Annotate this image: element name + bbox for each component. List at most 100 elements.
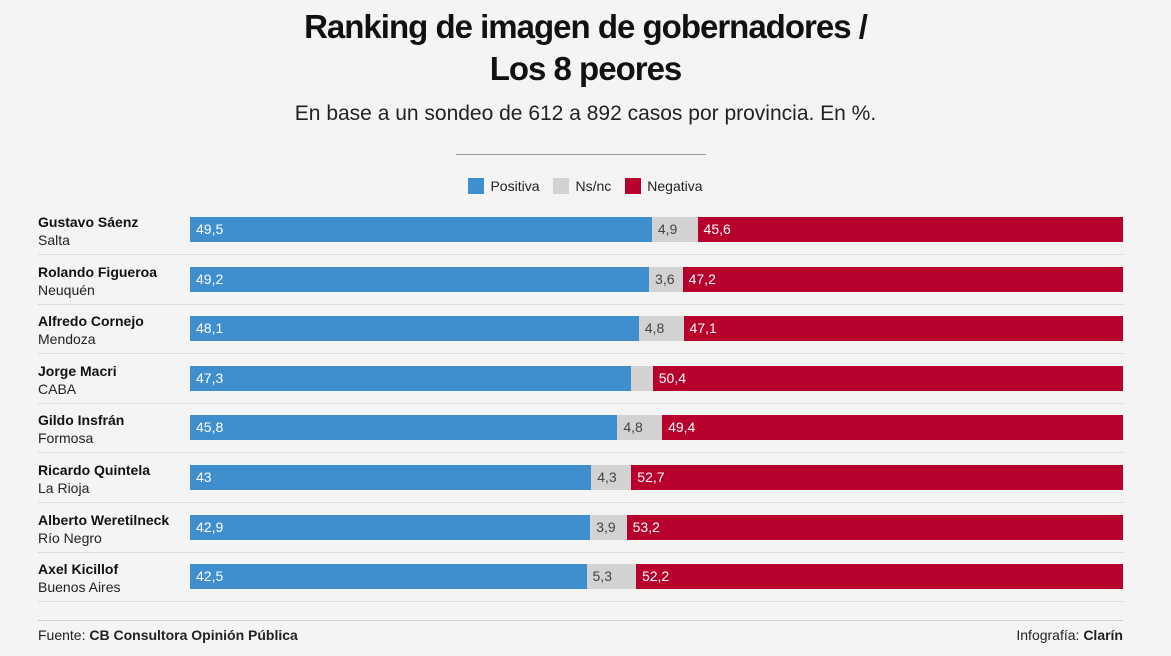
governor-name: Ricardo Quintela bbox=[38, 462, 151, 478]
data-label-nsnc: 4,9 bbox=[657, 221, 678, 237]
legend-swatch-nsnc bbox=[553, 178, 570, 194]
title-line-2: Los 8 peores bbox=[489, 50, 683, 87]
legend-item-nsnc: Ns/nc bbox=[553, 178, 611, 194]
data-label-nsnc: 5,3 bbox=[592, 568, 612, 585]
bar-track: 42,5 5,3 52,2 bbox=[190, 564, 1123, 590]
data-label-negativa: 50,4 bbox=[658, 369, 687, 386]
bar-segment-positiva bbox=[190, 217, 652, 242]
bar-track: 48,1 4,8 47,1 bbox=[190, 316, 1123, 342]
footer-divider bbox=[38, 620, 1123, 621]
data-label-positiva: 47,3 bbox=[196, 369, 224, 386]
data-label-negativa: 52,7 bbox=[637, 469, 665, 485]
bar-segment-positiva bbox=[190, 465, 592, 490]
bar-segment-positiva bbox=[190, 365, 632, 391]
data-label-negativa: 53,2 bbox=[632, 518, 660, 535]
chart-row: Alfredo Cornejo Mendoza 48,1 4,8 47,1 bbox=[38, 304, 1123, 355]
data-label-negativa: 49,4 bbox=[668, 419, 696, 436]
bar-segment-nsnc bbox=[617, 415, 663, 441]
bar-segment-nsnc bbox=[649, 266, 683, 292]
governor-name: Gildo Insfrán bbox=[38, 412, 125, 429]
legend-swatch-positiva bbox=[468, 178, 485, 194]
data-label-positiva: 49,2 bbox=[196, 270, 224, 287]
bar-segment-negativa bbox=[652, 365, 1123, 391]
chart-row: Gildo Insfrán Formosa 45,8 4,8 49,4 bbox=[38, 403, 1123, 454]
footer-credit: Infografía: Clarín bbox=[1016, 627, 1123, 643]
chart-row: Ricardo Quintela La Rioja 43 4,3 52,7 bbox=[38, 453, 1123, 503]
bar-segment-negativa bbox=[635, 564, 1123, 590]
governor-name: Alberto Weretilneck bbox=[38, 511, 170, 528]
data-label-positiva: 42,5 bbox=[196, 568, 224, 585]
legend-swatch-negativa bbox=[625, 178, 642, 194]
credit-name: Clarín bbox=[1083, 627, 1123, 643]
source-prefix: Fuente: bbox=[38, 627, 86, 643]
bar-track: 45,8 4,8 49,4 bbox=[190, 415, 1123, 441]
chart-row: Gustavo Sáenz Salta 49,5 4,9 45,6 bbox=[38, 205, 1123, 255]
bar-segment-nsnc bbox=[638, 316, 684, 342]
data-label-nsnc: 3,9 bbox=[596, 518, 616, 535]
bar-track: 43 4,3 52,7 bbox=[190, 465, 1123, 490]
province-name: Buenos Aires bbox=[38, 579, 121, 596]
province-name: Río Negro bbox=[38, 529, 102, 546]
legend-label-negativa: Negativa bbox=[647, 178, 703, 194]
bar-segment-nsnc bbox=[651, 217, 698, 242]
data-label-negativa: 47,2 bbox=[688, 270, 716, 287]
governor-name: Gustavo Sáenz bbox=[38, 214, 139, 230]
province-name: Neuquén bbox=[38, 281, 95, 298]
data-label-nsnc: 4,8 bbox=[644, 320, 665, 337]
data-label-nsnc: 4,3 bbox=[597, 469, 617, 485]
source-name: CB Consultora Opinión Pública bbox=[89, 627, 298, 643]
chart-row: Alberto Weretilneck Río Negro 42,9 3,9 53,2 bbox=[38, 503, 1123, 553]
governor-name: Jorge Macri bbox=[38, 362, 117, 379]
bar-segment-negativa bbox=[683, 316, 1123, 342]
bar-segment-nsnc bbox=[591, 465, 632, 490]
governor-name: Alfredo Cornejo bbox=[38, 313, 144, 330]
bar-segment-nsnc bbox=[586, 564, 636, 590]
legend: Positiva Ns/nc Negativa bbox=[0, 178, 1171, 194]
footer-source: Fuente: CB Consultora Opinión Pública bbox=[38, 627, 298, 643]
province-name: CABA bbox=[38, 380, 77, 397]
bar-segment-negativa bbox=[682, 266, 1123, 292]
data-label-negativa: 45,6 bbox=[703, 221, 731, 237]
province-name: Formosa bbox=[38, 430, 94, 447]
bar-segment-positiva bbox=[190, 415, 618, 441]
bar-track: 42,9 3,9 53,2 bbox=[190, 514, 1123, 540]
credit-prefix: Infografía: bbox=[1016, 627, 1080, 643]
data-label-positiva: 48,1 bbox=[196, 320, 224, 337]
governor-name: Rolando Figueroa bbox=[38, 263, 157, 280]
bar-segment-negativa bbox=[626, 514, 1123, 540]
title-divider bbox=[456, 154, 706, 155]
bar-segment-negativa bbox=[631, 465, 1123, 490]
legend-item-negativa: Negativa bbox=[625, 178, 703, 194]
bar-segment-negativa bbox=[662, 415, 1123, 441]
data-label-positiva: 42,9 bbox=[196, 518, 224, 535]
legend-item-positiva: Positiva bbox=[468, 178, 539, 194]
data-label-positiva: 45,8 bbox=[196, 419, 224, 436]
bar-segment-positiva bbox=[190, 514, 591, 540]
data-label-nsnc: 3,6 bbox=[655, 270, 675, 287]
bar-segment-negativa bbox=[697, 217, 1123, 242]
chart-row: Jorge Macri CABA 47,3 50,4 bbox=[38, 354, 1123, 404]
data-label-negativa: 47,1 bbox=[689, 320, 717, 337]
province-name: Salta bbox=[38, 232, 70, 248]
province-name: Mendoza bbox=[38, 331, 96, 348]
bar-segment-nsnc bbox=[631, 365, 653, 391]
bar-segment-positiva bbox=[190, 316, 639, 342]
bar-segment-positiva bbox=[190, 266, 650, 292]
legend-label-positiva: Positiva bbox=[490, 178, 540, 194]
chart-row: Rolando Figueroa Neuquén 49,2 3,6 47,2 bbox=[38, 255, 1123, 305]
bar-track: 47,3 50,4 bbox=[190, 365, 1123, 391]
data-label-negativa: 52,2 bbox=[641, 568, 670, 585]
bar-track: 49,5 4,9 45,6 bbox=[190, 217, 1123, 242]
governor-name: Axel Kicillof bbox=[38, 561, 119, 578]
data-label-nsnc: 4,8 bbox=[623, 419, 643, 436]
data-label-positiva: 49,5 bbox=[196, 221, 224, 237]
bar-track: 49,2 3,6 47,2 bbox=[190, 266, 1123, 292]
chart-row: Axel Kicillof Buenos Aires 42,5 5,3 52,2 bbox=[38, 552, 1123, 603]
bar-segment-nsnc bbox=[590, 514, 627, 540]
province-name: La Rioja bbox=[38, 480, 90, 496]
chart-subtitle: En base a un sondeo de 612 a 892 casos p… bbox=[294, 102, 877, 125]
data-label-positiva: 43 bbox=[196, 469, 212, 485]
chart-title: Ranking de imagen de gobernadores / Los … bbox=[0, 6, 1171, 90]
bar-segment-positiva bbox=[190, 564, 587, 590]
legend-label-nsnc: Ns/nc bbox=[575, 178, 612, 194]
